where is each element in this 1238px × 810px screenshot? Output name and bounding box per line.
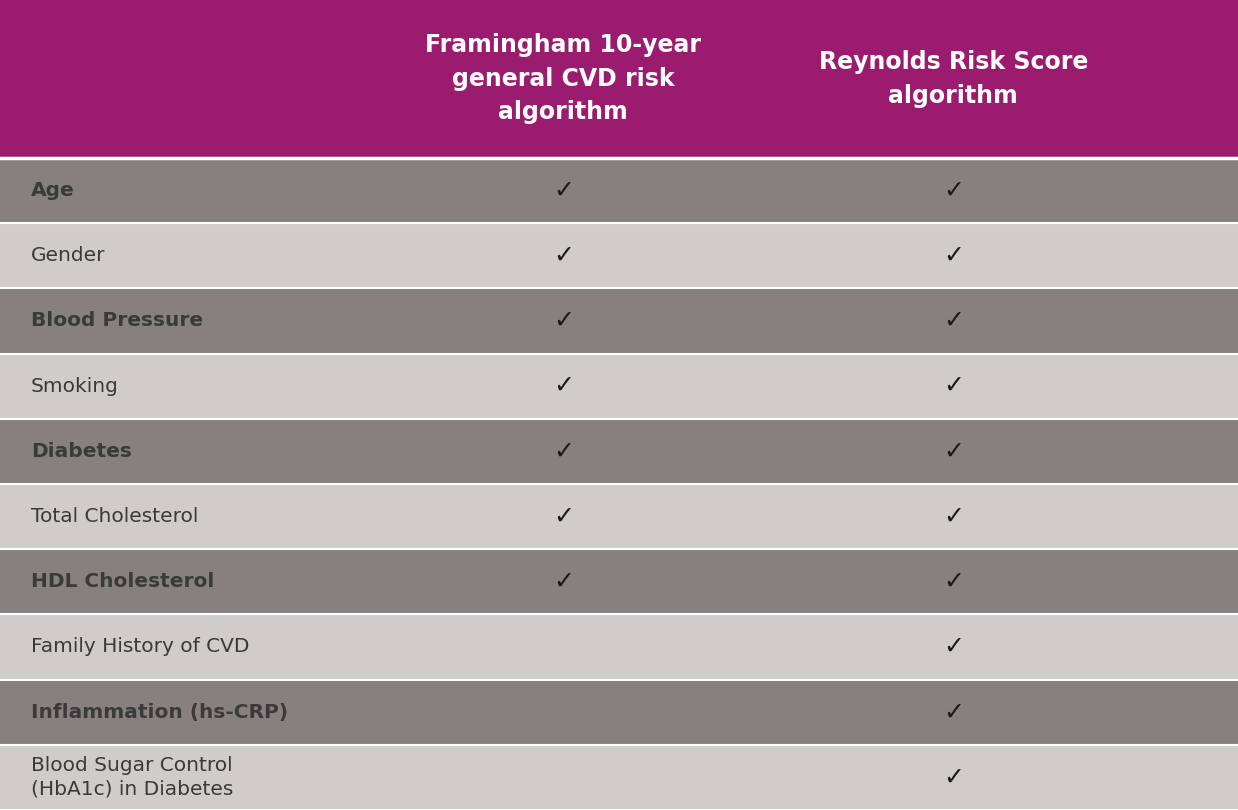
Text: Blood Sugar Control
(HbA1c) in Diabetes: Blood Sugar Control (HbA1c) in Diabetes xyxy=(31,757,233,799)
Bar xyxy=(0,549,1238,614)
Bar xyxy=(0,614,1238,680)
Text: ✓: ✓ xyxy=(553,505,573,529)
Text: Reynolds Risk Score
algorithm: Reynolds Risk Score algorithm xyxy=(818,50,1088,108)
Text: Framingham 10-year
general CVD risk
algorithm: Framingham 10-year general CVD risk algo… xyxy=(426,33,701,125)
Text: Smoking: Smoking xyxy=(31,377,119,395)
Text: ✓: ✓ xyxy=(553,374,573,399)
Text: ✓: ✓ xyxy=(943,505,963,529)
Bar xyxy=(0,745,1238,810)
Text: ✓: ✓ xyxy=(943,178,963,202)
Text: Inflammation (hs-CRP): Inflammation (hs-CRP) xyxy=(31,703,288,722)
Text: Blood Pressure: Blood Pressure xyxy=(31,312,203,330)
Bar xyxy=(0,0,1238,158)
Bar xyxy=(0,288,1238,354)
Text: Total Cholesterol: Total Cholesterol xyxy=(31,507,198,526)
Text: HDL Cholesterol: HDL Cholesterol xyxy=(31,573,214,591)
Text: Family History of CVD: Family History of CVD xyxy=(31,637,249,656)
Text: ✓: ✓ xyxy=(553,178,573,202)
Text: Gender: Gender xyxy=(31,246,105,265)
Text: ✓: ✓ xyxy=(553,309,573,333)
Text: ✓: ✓ xyxy=(943,244,963,268)
Text: Age: Age xyxy=(31,181,74,200)
Text: ✓: ✓ xyxy=(553,569,573,594)
Bar xyxy=(0,680,1238,745)
Bar xyxy=(0,158,1238,224)
Bar xyxy=(0,354,1238,419)
Text: ✓: ✓ xyxy=(943,439,963,463)
Text: ✓: ✓ xyxy=(943,309,963,333)
Text: ✓: ✓ xyxy=(943,635,963,659)
Text: ✓: ✓ xyxy=(943,569,963,594)
Text: ✓: ✓ xyxy=(943,374,963,399)
Bar xyxy=(0,224,1238,288)
Text: ✓: ✓ xyxy=(943,700,963,724)
Bar xyxy=(0,419,1238,484)
Bar xyxy=(0,484,1238,549)
Text: ✓: ✓ xyxy=(943,765,963,790)
Text: ✓: ✓ xyxy=(553,244,573,268)
Text: Diabetes: Diabetes xyxy=(31,442,131,461)
Text: ✓: ✓ xyxy=(553,439,573,463)
